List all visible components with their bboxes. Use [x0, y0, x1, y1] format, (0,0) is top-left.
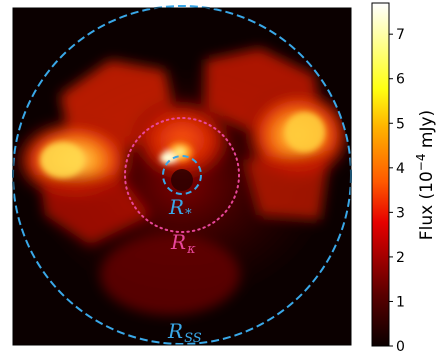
colorbar: 0 1 2 3 4 5 6 7 Flux (10−4 mJy): [371, 2, 437, 355]
colorbar-tick-label: 5: [396, 116, 405, 132]
colorbar-ticks: 0 1 2 3 4 5 6 7: [389, 27, 405, 355]
left-lobe-core: [40, 142, 84, 178]
colorbar-gradient: [371, 2, 390, 347]
inner-star-region: [171, 169, 193, 191]
circle-r-star: [162, 155, 202, 195]
colorbar-label: Flux (10−4 mJy): [414, 110, 437, 240]
colorbar-tick-label: 6: [396, 72, 405, 88]
label-r-star: R*: [168, 195, 192, 222]
colorbar-tick-label: 4: [396, 161, 405, 177]
label-r-kappa: Rκ: [170, 230, 196, 257]
colorbar-tick-label: 3: [396, 205, 405, 221]
right-lobe-core: [285, 112, 325, 152]
circle-r-kappa: [124, 117, 240, 233]
lower-left-streak: [40, 175, 150, 245]
lower-right-streak: [245, 150, 330, 220]
map-frame: [12, 7, 352, 346]
flux-map: R* Rκ RSS: [12, 5, 352, 346]
colorbar-tick-label: 7: [396, 27, 405, 43]
bottom-tail: [100, 235, 240, 315]
center-arc-hotspot: [160, 152, 176, 164]
colorbar-tick-label: 0: [396, 339, 405, 355]
label-r-ss: RSS: [167, 319, 202, 346]
colorbar-tick-label: 2: [396, 250, 405, 266]
colorbar-tick-label: 1: [396, 294, 405, 310]
